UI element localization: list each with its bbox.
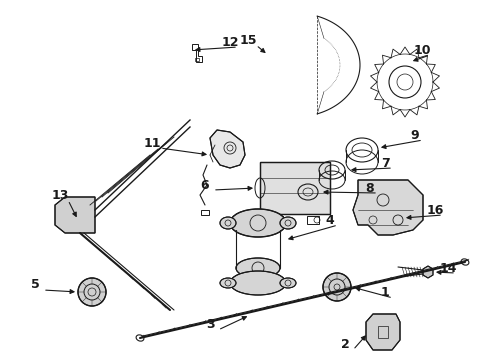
Circle shape: [323, 273, 351, 301]
Text: 9: 9: [411, 129, 419, 141]
Text: 4: 4: [326, 213, 334, 226]
Ellipse shape: [280, 278, 296, 288]
Text: 14: 14: [439, 261, 457, 274]
Text: 15: 15: [239, 33, 257, 46]
Bar: [195, 58, 199, 60]
Bar: [260, 162, 330, 214]
Text: 13: 13: [51, 189, 69, 202]
Ellipse shape: [280, 217, 296, 229]
Text: 3: 3: [206, 319, 214, 332]
Text: 1: 1: [381, 287, 390, 300]
Ellipse shape: [230, 209, 286, 237]
Text: 6: 6: [201, 179, 209, 192]
Polygon shape: [210, 130, 245, 168]
Circle shape: [78, 278, 106, 306]
Ellipse shape: [236, 258, 280, 278]
Ellipse shape: [230, 271, 286, 295]
Bar: [307, 216, 319, 224]
Bar: [201, 210, 209, 215]
Bar: [260, 162, 330, 214]
Text: 12: 12: [221, 36, 239, 49]
Text: 8: 8: [366, 181, 374, 194]
Ellipse shape: [220, 217, 236, 229]
Text: 7: 7: [381, 157, 390, 170]
Text: 16: 16: [426, 203, 443, 216]
Bar: [271, 216, 283, 224]
Text: 11: 11: [143, 136, 161, 149]
Text: 10: 10: [413, 44, 431, 57]
Polygon shape: [423, 266, 433, 278]
Text: 2: 2: [341, 338, 349, 351]
Bar: [378, 326, 388, 338]
Ellipse shape: [220, 278, 236, 288]
Polygon shape: [366, 314, 400, 350]
Polygon shape: [353, 180, 423, 235]
Polygon shape: [55, 197, 95, 233]
Text: 5: 5: [31, 279, 39, 292]
